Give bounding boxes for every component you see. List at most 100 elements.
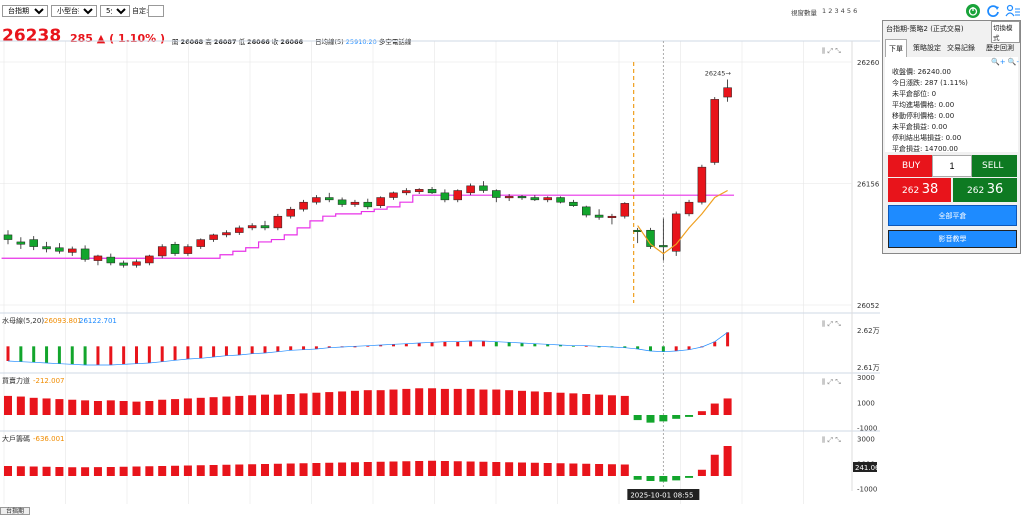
power-icon[interactable] <box>966 4 980 18</box>
contract-select[interactable]: 小型台指期 <box>51 5 97 17</box>
power-bar <box>646 415 655 423</box>
jelly-bar <box>649 346 652 351</box>
candle-body <box>594 214 604 218</box>
cursor-value-box <box>853 462 877 472</box>
power-bar <box>29 397 38 415</box>
power-bar <box>209 397 218 415</box>
big-player-bar <box>338 462 347 476</box>
power-bar <box>582 394 591 415</box>
power-bar <box>158 399 167 415</box>
jelly-bar <box>520 343 524 347</box>
high-annotation: 26245→ <box>705 70 732 78</box>
big-player-bar <box>376 461 385 476</box>
sell-button[interactable]: SELL <box>972 155 1017 177</box>
big-player-bar <box>389 461 398 476</box>
change-value: 285 <box>70 32 93 45</box>
big-player-bar <box>646 476 655 481</box>
quantity-input[interactable] <box>932 155 972 177</box>
user-list-icon[interactable] <box>1005 4 1020 18</box>
candle-body <box>106 256 116 264</box>
power-bar <box>697 411 706 415</box>
stair-line <box>1 194 735 259</box>
big-player-bar <box>158 466 167 476</box>
big-player-bar <box>93 467 102 476</box>
candle-body <box>209 234 218 240</box>
interval-select[interactable]: 5分K <box>100 5 130 17</box>
subchart-value: -212.007 <box>33 377 64 385</box>
switch-mode-button[interactable]: 切換模式 <box>991 21 1020 43</box>
candle-body <box>569 201 578 206</box>
jelly-bar <box>559 345 563 347</box>
jelly-bar <box>366 345 370 347</box>
candle-body <box>530 197 540 201</box>
power-bar <box>93 401 102 415</box>
jelly-bar <box>481 341 485 347</box>
product-select[interactable]: 台指期 <box>2 5 48 17</box>
subchart-axis-label: -1000 <box>857 486 877 494</box>
video-tutorial-button[interactable]: 影音教學 <box>888 230 1017 248</box>
power-bar <box>55 399 64 415</box>
refresh-icon[interactable] <box>986 4 1000 18</box>
buy-button[interactable]: BUY <box>888 155 932 177</box>
candle-body <box>29 239 38 247</box>
subchart-axis-label: 1000 <box>857 399 875 407</box>
jelly-bar <box>674 346 678 351</box>
cursor-time-box <box>627 489 700 500</box>
big-player-bar <box>543 463 552 476</box>
open-label: 開 <box>172 38 179 46</box>
jelly-bar <box>546 344 550 347</box>
jelly-bar <box>327 346 331 348</box>
window-count-3[interactable]: 3 <box>834 7 839 15</box>
candle-body <box>325 197 334 201</box>
big-player-bar <box>16 466 25 476</box>
sell-price-button[interactable]: 262 36 <box>953 178 1017 202</box>
subchart-title: 買賣力道 <box>2 376 30 385</box>
window-count-6[interactable]: 6 <box>853 7 858 15</box>
candle-body <box>196 239 205 247</box>
tab-order[interactable]: 下單 <box>885 39 907 57</box>
jelly-bar <box>571 345 575 347</box>
candle-body <box>80 248 90 260</box>
jelly-bar <box>6 346 10 361</box>
jelly-bar <box>263 346 267 353</box>
close-all-button[interactable]: 全部平倉 <box>888 205 1017 226</box>
tab-records[interactable]: 交易記錄 <box>947 44 975 52</box>
big-player-bar <box>440 461 449 476</box>
bottom-tab[interactable]: 台指期 <box>0 507 30 515</box>
power-bar <box>505 390 514 415</box>
power-bar <box>492 389 501 415</box>
tab-backtest[interactable]: 歷史回測 <box>986 44 1014 52</box>
candle-body <box>363 201 373 208</box>
window-count-options[interactable]: 1 2 3 4 5 6 <box>822 7 857 15</box>
window-count-4[interactable]: 4 <box>840 7 845 15</box>
power-bar <box>312 392 321 415</box>
window-count-5[interactable]: 5 <box>846 7 852 15</box>
info-row: 平倉損益: 14700.00 <box>892 145 958 153</box>
big-player-bar <box>350 462 359 476</box>
big-player-bar <box>402 461 411 476</box>
buy-price-button[interactable]: 262 38 <box>888 178 951 202</box>
jelly-bar <box>314 346 318 349</box>
big-player-bar <box>299 463 308 476</box>
zoom-controls[interactable]: 🔍+ 🔍- <box>991 58 1020 66</box>
power-bar <box>633 415 642 421</box>
candle-body <box>492 190 501 198</box>
candle-body <box>517 196 527 199</box>
window-count-2[interactable]: 2 <box>828 7 833 15</box>
candle-body <box>157 246 167 257</box>
candle-body <box>427 189 437 194</box>
candle-body <box>402 190 411 194</box>
jelly-bar <box>224 346 228 356</box>
info-row: 停利結出場損益: 0.00 <box>892 134 962 142</box>
power-bar <box>376 390 385 415</box>
custom-interval-input[interactable] <box>148 5 164 17</box>
window-count-1[interactable]: 1 <box>822 7 827 15</box>
info-row: 收盤價: 26240.00 <box>892 68 951 76</box>
candle-body <box>260 225 270 229</box>
jelly-bar <box>404 343 408 347</box>
big-player-bar <box>556 463 565 476</box>
power-bar <box>299 393 308 415</box>
jelly-bar <box>96 346 100 365</box>
tab-strategy[interactable]: 策略設定 <box>913 44 941 52</box>
